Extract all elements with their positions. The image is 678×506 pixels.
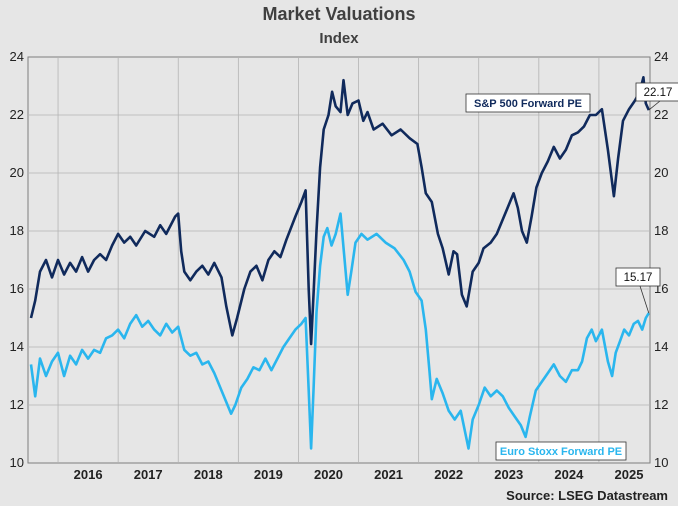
chart-subtitle: Index bbox=[319, 30, 359, 47]
x-axis: 2016 2017 2018 2019 2020 2021 2022 2023 2024 2025 bbox=[74, 467, 644, 482]
last-value-sp500-box bbox=[635, 82, 678, 102]
y-axis-left: 10 12 14 16 18 20 22 24 bbox=[10, 49, 24, 470]
last-value-sp500: 22.17 bbox=[635, 82, 678, 111]
x-tick-label: 2025 bbox=[615, 467, 644, 482]
y-tick-label-right: 20 bbox=[654, 165, 668, 180]
series-line-sp500 bbox=[29, 76, 650, 346]
series-group bbox=[29, 76, 650, 450]
x-tick-label: 2019 bbox=[254, 467, 283, 482]
y-tick-label-left: 14 bbox=[10, 339, 24, 354]
source-note: Source: LSEG Datastream bbox=[506, 488, 668, 503]
x-tick-label: 2022 bbox=[434, 467, 463, 482]
y-tick-label-left: 22 bbox=[10, 107, 24, 122]
plot-area bbox=[27, 56, 651, 464]
y-tick-label-left: 18 bbox=[10, 223, 24, 238]
last-value-eurostoxx: 15.17 bbox=[615, 267, 661, 314]
y-tick-label-right: 10 bbox=[654, 455, 668, 470]
y-tick-label-left: 24 bbox=[10, 49, 24, 64]
last-value-sp500-leader bbox=[648, 100, 661, 111]
last-value-eurostoxx-box bbox=[615, 267, 661, 287]
gridlines bbox=[28, 57, 650, 463]
x-tick-label: 2016 bbox=[74, 467, 103, 482]
x-tick-label: 2017 bbox=[134, 467, 163, 482]
x-tick-label: 2024 bbox=[554, 467, 584, 482]
legend-eurostoxx-box bbox=[495, 441, 627, 461]
legend-eurostoxx-text: Euro Stoxx Forward PE bbox=[500, 446, 622, 458]
legend-eurostoxx: Euro Stoxx Forward PE bbox=[495, 441, 627, 461]
y-tick-label-left: 10 bbox=[10, 455, 24, 470]
y-tick-label-left: 16 bbox=[10, 281, 24, 296]
chart-title: Market Valuations bbox=[262, 4, 415, 24]
y-tick-label-right: 12 bbox=[654, 397, 668, 412]
y-tick-label-left: 20 bbox=[10, 165, 24, 180]
last-value-sp500-text: 22.17 bbox=[644, 87, 673, 99]
x-tick-label: 2021 bbox=[374, 467, 403, 482]
legend-sp500: S&P 500 Forward PE bbox=[465, 93, 591, 113]
series-labels: S&P 500 Forward PE Euro Stoxx Forward PE 2… bbox=[465, 82, 678, 461]
last-value-eurostoxx-leader bbox=[639, 285, 650, 314]
x-tick-label: 2023 bbox=[494, 467, 523, 482]
last-value-eurostoxx-text: 15.17 bbox=[624, 272, 653, 284]
y-tick-label-right: 14 bbox=[654, 339, 668, 354]
x-tick-label: 2018 bbox=[194, 467, 223, 482]
y-tick-label-right: 22 bbox=[654, 107, 668, 122]
y-tick-label-left: 12 bbox=[10, 397, 24, 412]
y-tick-label-right: 18 bbox=[654, 223, 668, 238]
y-tick-label-right: 24 bbox=[654, 49, 668, 64]
series-line-eurostoxx bbox=[29, 212, 650, 450]
x-tick-label: 2020 bbox=[314, 467, 343, 482]
legend-sp500-text: S&P 500 Forward PE bbox=[474, 98, 582, 110]
legend-sp500-box bbox=[465, 93, 591, 113]
